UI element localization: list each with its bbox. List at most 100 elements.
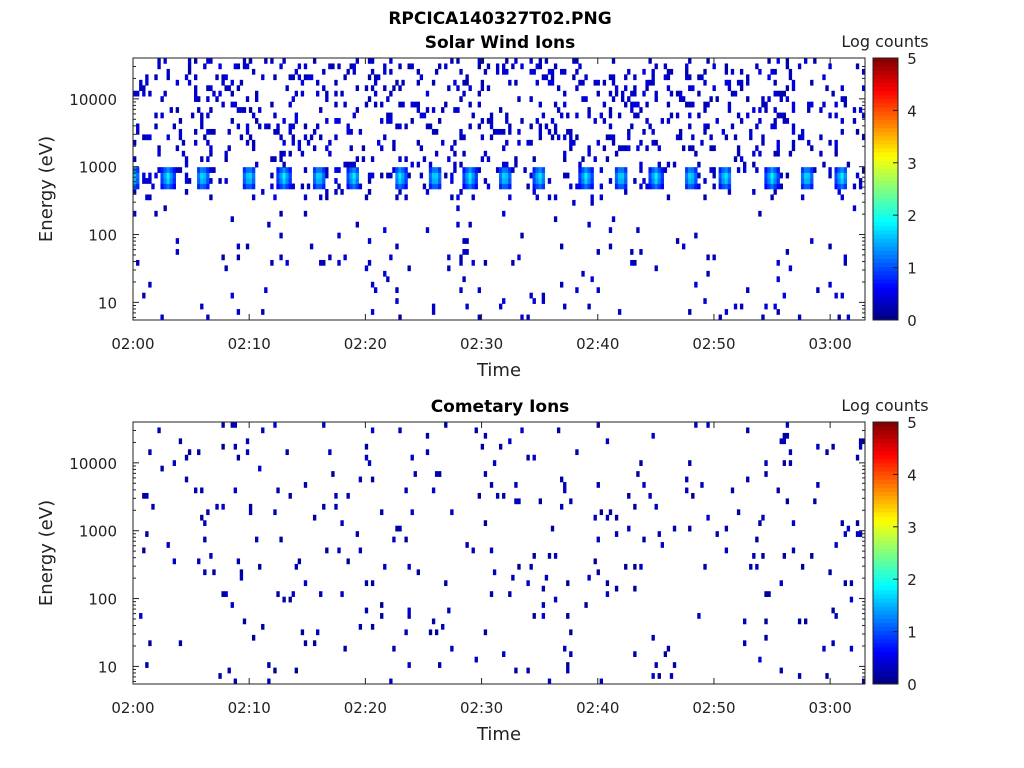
spectrogram-cell — [480, 134, 485, 141]
spectrogram-cell — [242, 58, 247, 64]
spectrogram-cell — [178, 167, 183, 173]
spectrogram-cell — [834, 292, 838, 299]
spectrogram-cell — [471, 112, 475, 119]
spectrogram-cell — [453, 150, 457, 157]
spectrogram-cell — [651, 634, 655, 641]
spectrogram-cell — [624, 172, 628, 179]
spectrogram-cell — [773, 150, 777, 157]
spectrogram-cell — [779, 112, 783, 119]
spectrogram-cell — [553, 553, 558, 559]
spectrogram-cell — [685, 476, 689, 483]
spectrogram-cell — [636, 227, 640, 233]
spectrogram-cell — [840, 178, 844, 184]
spectrogram-cell — [785, 58, 790, 64]
spectrogram-cell — [343, 254, 347, 261]
spectrogram-cell — [285, 178, 289, 184]
spectrogram-cell — [364, 265, 369, 272]
spectrogram-cell — [718, 314, 722, 321]
spectrogram-cell — [248, 503, 253, 510]
spectrogram-cell — [703, 178, 707, 184]
spectrogram-cell — [349, 183, 353, 190]
spectrogram-cell — [575, 58, 579, 64]
spectrogram-cell — [248, 178, 253, 184]
spectrogram-cell — [639, 139, 643, 146]
spectrogram-cell — [428, 167, 433, 173]
spectrogram-cell — [251, 112, 256, 119]
spectrogram-cell — [633, 259, 637, 266]
spectrogram-cell — [730, 123, 735, 130]
spectrogram-cell — [242, 178, 247, 184]
spectrogram-cell — [727, 85, 732, 92]
spectrogram-cell — [233, 422, 237, 428]
spectrogram-cell — [380, 118, 384, 124]
spectrogram-cell — [261, 623, 265, 630]
spectrogram-cell — [346, 558, 350, 565]
spectrogram-cell — [547, 79, 552, 86]
spectrogram-cell — [733, 303, 738, 310]
spectrogram-cell — [480, 58, 485, 64]
spectrogram-cell — [181, 150, 186, 157]
spectrogram-cell — [733, 134, 738, 141]
spectrogram-cell — [572, 74, 576, 81]
spectrogram-cell — [547, 553, 552, 559]
spectrogram-cell — [761, 553, 765, 559]
spectrogram-cell — [739, 303, 744, 310]
spectrogram-cell — [578, 167, 582, 173]
spectrogram-cell — [566, 112, 570, 119]
spectrogram-cell — [322, 172, 326, 179]
spectrogram-cell — [209, 85, 213, 92]
spectrogram-cell — [438, 118, 442, 124]
spectrogram-cell — [288, 74, 292, 81]
spectrogram-cell — [410, 161, 414, 168]
spectrogram-cell — [572, 199, 576, 206]
spectrogram-cell — [608, 123, 613, 130]
spectrogram-cell — [825, 85, 829, 92]
spectrogram-cell — [709, 96, 713, 102]
spectrogram-cell — [569, 629, 573, 636]
spectrogram-cell — [279, 167, 283, 173]
spectrogram-cell — [560, 68, 564, 75]
spectrogram-cell — [831, 443, 835, 450]
colorbar-segment — [873, 651, 898, 656]
spectrogram-cell — [206, 96, 210, 102]
spectrogram-cell — [584, 602, 588, 608]
spectrogram-cell — [325, 172, 329, 179]
spectrogram-cell — [703, 68, 707, 75]
spectrogram-cell — [511, 259, 515, 266]
spectrogram-cell — [767, 58, 771, 64]
spectrogram-cell — [434, 471, 439, 477]
spectrogram-cell — [438, 183, 442, 190]
spectrogram-cell — [450, 58, 454, 64]
spectrogram-cell — [791, 107, 796, 113]
spectrogram-cell — [303, 167, 308, 173]
spectrogram-cell — [575, 449, 579, 456]
spectrogram-cell — [224, 178, 228, 184]
spectrogram-cell — [837, 183, 841, 190]
colorbar-segment — [873, 540, 898, 546]
spectrogram-cell — [389, 172, 393, 179]
spectrogram-cell — [633, 563, 637, 570]
x-axis: 02:00 02:10 02:20 02:30 02:40 02:50 03:00 — [111, 58, 852, 353]
spectrogram-cell — [779, 667, 783, 674]
spectrogram-cell — [666, 118, 671, 124]
spectrogram-cell — [538, 167, 542, 173]
colorbar-label: Log counts — [841, 396, 928, 415]
spectrogram-cell — [328, 139, 332, 146]
spectrogram-cell — [785, 432, 790, 439]
spectrogram-cell — [617, 309, 622, 315]
spectrogram-cell — [666, 74, 671, 81]
spectrogram-cell — [489, 134, 494, 141]
spectrogram-cell — [444, 63, 448, 70]
spectrogram-cell — [691, 85, 695, 92]
spectrogram-cell — [154, 210, 158, 217]
spectrogram-cell — [236, 243, 241, 250]
colorbar-tick-label: 0 — [907, 312, 917, 330]
spectrogram-cell — [172, 183, 176, 190]
spectrogram-cell — [322, 68, 326, 75]
spectrogram-cell — [605, 438, 610, 445]
spectrogram-cell — [434, 128, 439, 135]
spectrogram-cell — [535, 183, 539, 190]
spectrogram-cell — [566, 172, 570, 179]
spectrogram-cell — [319, 134, 323, 141]
